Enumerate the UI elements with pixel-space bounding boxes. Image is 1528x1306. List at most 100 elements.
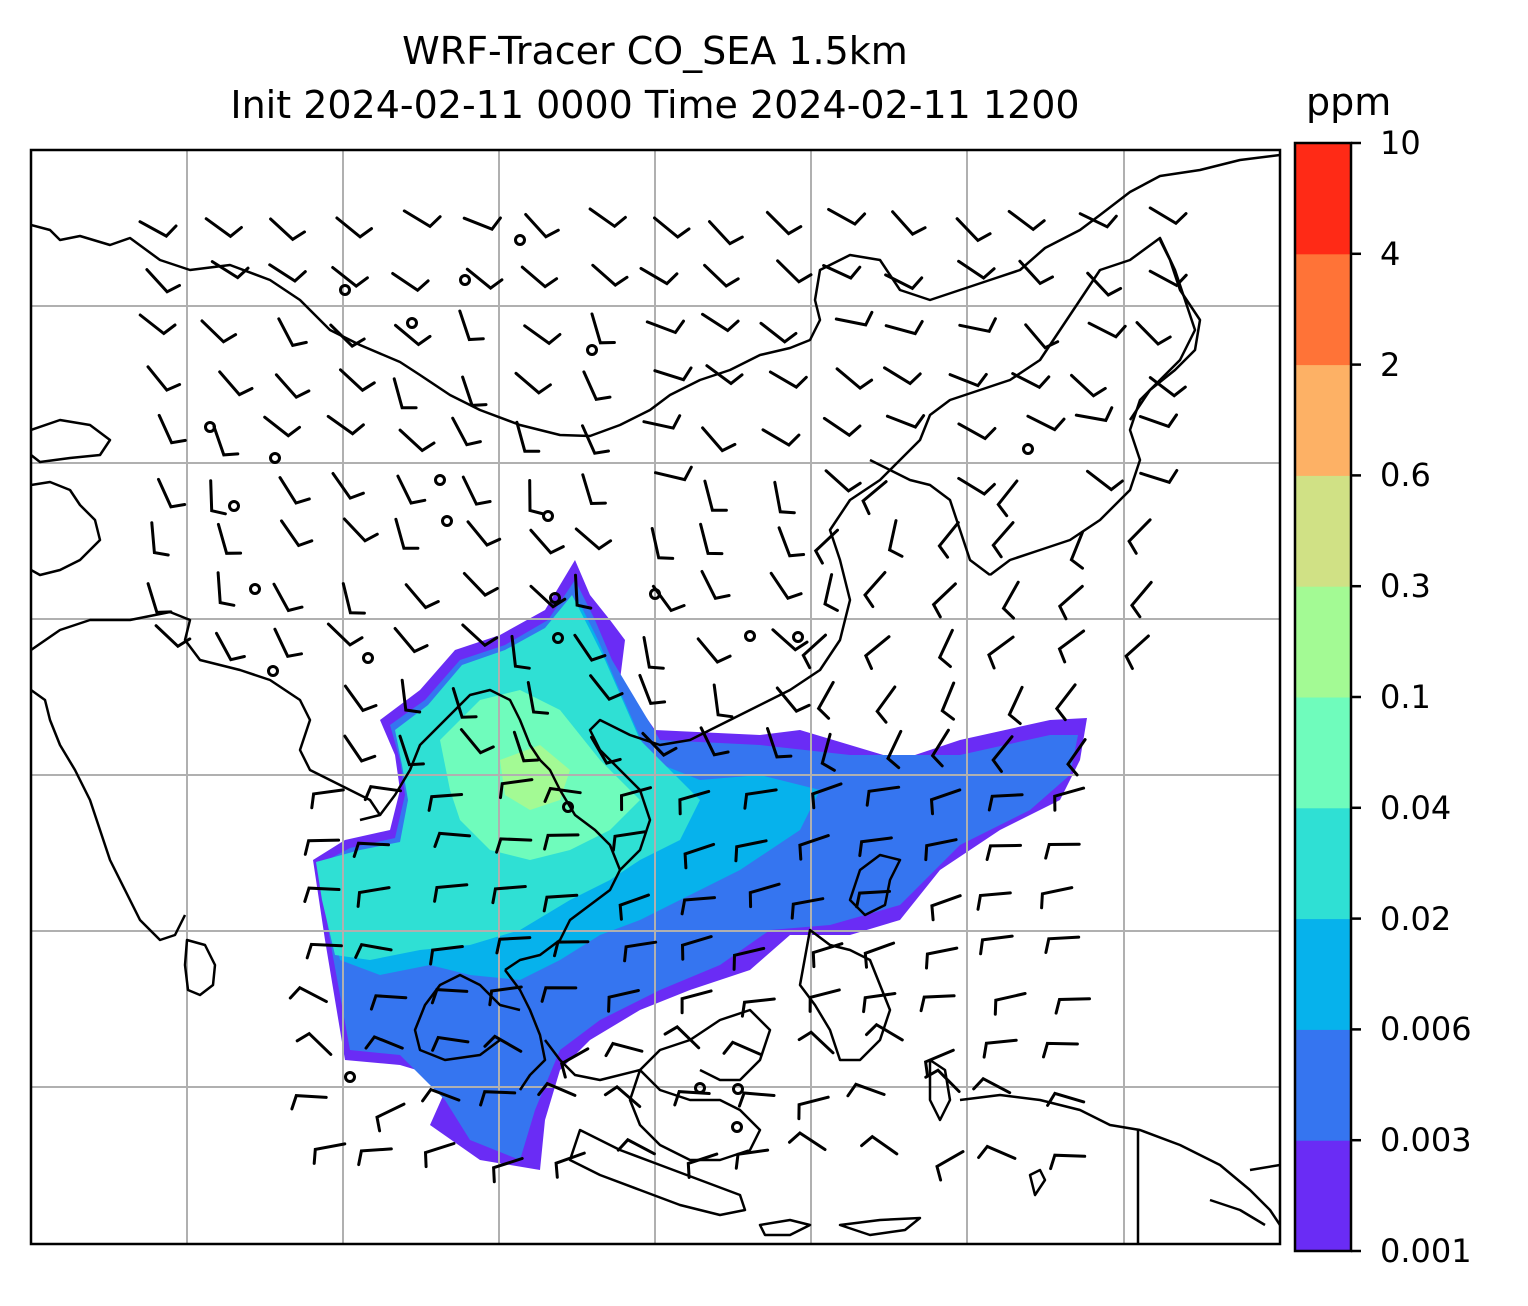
- wind-barb: [354, 943, 393, 959]
- calm-wind-marker: [694, 1082, 706, 1094]
- wind-barb: [1007, 685, 1024, 725]
- wind-barb: [465, 267, 504, 290]
- wind-barb: [216, 522, 243, 555]
- wind-barb: [1148, 206, 1188, 226]
- wind-barb: [618, 893, 650, 921]
- wind-barb: [326, 414, 365, 436]
- wind-barb: [543, 786, 582, 803]
- wind-barb: [491, 885, 527, 905]
- wind-barb: [604, 1041, 644, 1058]
- wind-barb: [352, 841, 390, 858]
- wind-barb: [884, 320, 924, 336]
- wind-barb: [930, 894, 962, 922]
- wind-barb: [1148, 269, 1188, 288]
- wind-barb: [925, 946, 959, 970]
- wind-barb: [722, 1040, 762, 1056]
- wind-barb: [703, 263, 740, 288]
- colorbar-segment: [1295, 475, 1351, 587]
- wind-barb: [1053, 786, 1086, 812]
- wind-barb: [891, 210, 927, 236]
- wind-barb: [822, 264, 862, 280]
- calm-wind-marker: [649, 588, 661, 600]
- wind-barb: [529, 584, 567, 609]
- wind-barb: [339, 368, 376, 393]
- wind-barb: [771, 628, 809, 652]
- calm-wind-marker: [514, 234, 526, 246]
- wind-barb: [923, 1048, 955, 1078]
- wind-barb: [218, 370, 254, 397]
- colorbar-tick-label: 0.001: [1380, 1232, 1472, 1270]
- wind-barb: [423, 1142, 456, 1169]
- wind-barb: [616, 1137, 656, 1156]
- wind-barb: [216, 571, 236, 607]
- wind-barb: [701, 426, 737, 453]
- wind-barb: [430, 988, 469, 1005]
- wind-barb: [1024, 323, 1060, 350]
- wind-barb: [678, 789, 711, 816]
- wind-barb: [811, 942, 844, 969]
- wind-barb: [761, 428, 801, 447]
- wind-barb: [341, 582, 366, 615]
- wind-barb: [288, 985, 328, 1004]
- wind-barb: [537, 1081, 577, 1097]
- wind-barb: [734, 1148, 770, 1170]
- wind-barb: [461, 475, 492, 506]
- wind-barb: [860, 1134, 899, 1156]
- wind-barb: [274, 373, 311, 400]
- calm-wind-marker: [204, 421, 216, 433]
- wind-barb: [642, 414, 682, 430]
- wind-barb: [154, 624, 192, 649]
- wind-barb: [277, 317, 308, 348]
- calm-wind-marker: [249, 583, 261, 595]
- wind-barb: [590, 312, 616, 345]
- wind-barb: [590, 735, 622, 765]
- calm-wind-marker: [269, 452, 281, 464]
- wind-barb: [459, 728, 495, 755]
- wind-barb: [623, 940, 658, 963]
- wind-barb: [663, 1025, 701, 1050]
- wind-barb: [356, 886, 391, 908]
- wind-barb: [451, 687, 478, 719]
- calm-wind-marker: [228, 500, 240, 512]
- calm-wind-marker: [459, 274, 471, 286]
- colorbar-tick-label: 0.006: [1380, 1010, 1472, 1049]
- wind-barb: [855, 889, 891, 909]
- wind-barb: [402, 209, 442, 229]
- wind-barb: [827, 207, 867, 226]
- wind-barb: [885, 414, 926, 429]
- wind-barb: [589, 674, 624, 702]
- wind-barb: [458, 309, 485, 342]
- wind-barb: [1074, 406, 1114, 423]
- wind-barb: [204, 217, 243, 239]
- calm-wind-marker: [744, 630, 756, 642]
- colorbar-tick-label: 0.6: [1380, 456, 1431, 495]
- wind-barb: [343, 734, 377, 763]
- wind-barb: [708, 220, 744, 246]
- wind-barb: [495, 936, 532, 955]
- colorbar-segment: [1295, 807, 1351, 920]
- wind-barb: [673, 1090, 711, 1107]
- wind-barb: [268, 263, 307, 283]
- wind-barb: [1054, 683, 1077, 722]
- wind-barb: [305, 942, 343, 960]
- wind-barb: [335, 216, 373, 239]
- calm-wind-marker: [267, 665, 279, 677]
- calm-wind-marker: [562, 801, 574, 813]
- wind-barb: [512, 730, 540, 763]
- coastlines: [31, 153, 1280, 1244]
- wind-barb: [937, 628, 954, 668]
- wind-barb: [290, 1094, 328, 1111]
- wind-barb: [808, 988, 841, 1013]
- wind-barb: [865, 1022, 904, 1042]
- wind-barb: [138, 313, 177, 336]
- wind-barb: [280, 519, 314, 548]
- wind-barb: [811, 782, 843, 810]
- wind-barb: [863, 571, 887, 609]
- wind-barb: [303, 886, 341, 903]
- wind-barb: [683, 842, 716, 870]
- wind-barb: [391, 272, 430, 293]
- wind-barb: [543, 833, 580, 851]
- wind-barb: [157, 477, 187, 509]
- wind-barb: [210, 260, 250, 280]
- wind-barb: [712, 683, 734, 719]
